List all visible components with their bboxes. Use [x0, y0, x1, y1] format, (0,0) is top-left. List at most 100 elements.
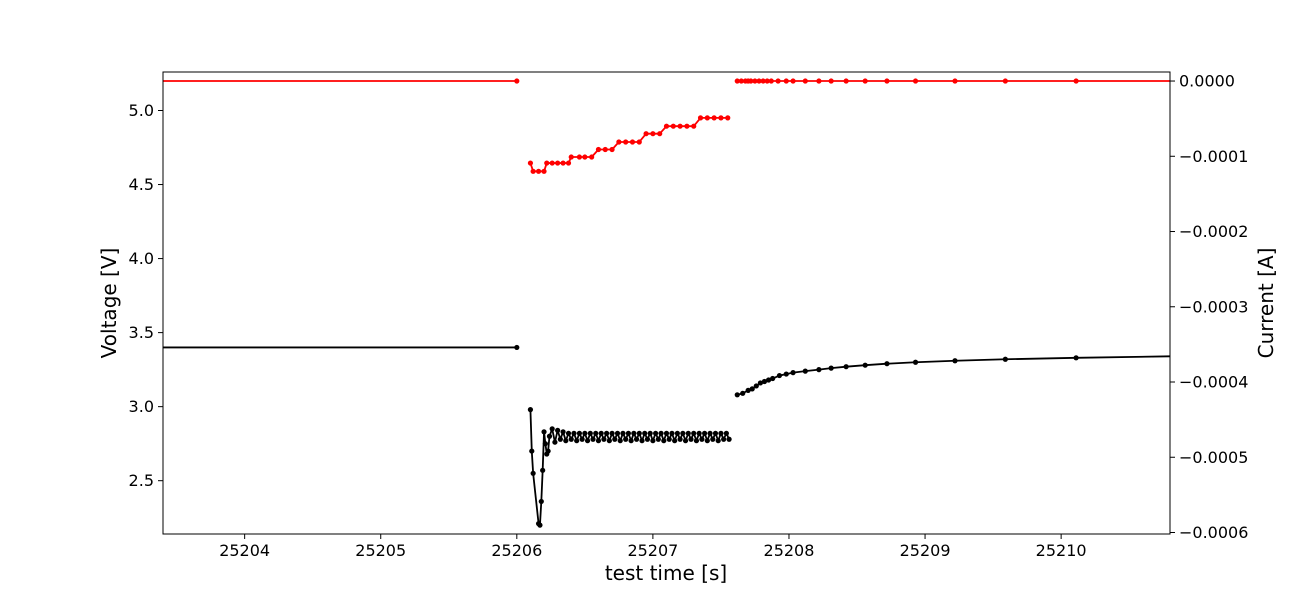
current-series-point: [609, 146, 615, 153]
current-series-point: [704, 115, 710, 121]
current-series-point: [775, 78, 781, 84]
plot-frame: [162, 71, 1171, 535]
voltage-series-point: [712, 430, 719, 436]
voltage-series-point: [584, 438, 591, 444]
current-series-point: [602, 146, 608, 153]
y-right-tick-label: −0.0003: [1179, 297, 1248, 316]
voltage-series-point: [540, 467, 546, 473]
voltage-series-point: [571, 430, 577, 436]
y-right-tick-label: −0.0004: [1179, 373, 1248, 392]
y-left-tick-label: 4.0: [129, 249, 154, 268]
voltage-series-point: [672, 438, 678, 444]
current-series-point: [843, 78, 849, 84]
voltage-series-point: [757, 380, 764, 386]
current-series-point: [589, 154, 595, 160]
x-tick-label: 25210: [1036, 541, 1087, 560]
voltage-series-point: [560, 429, 566, 435]
current-series-point: [912, 78, 919, 84]
voltage-series-point: [770, 375, 776, 382]
current-series-point: [862, 78, 868, 84]
voltage-series-point: [636, 430, 642, 436]
voltage-series-point: [514, 344, 520, 351]
current-series-point: [884, 78, 890, 84]
current-series-point: [623, 139, 629, 145]
current-series-point: [643, 131, 649, 137]
y-left-tick-label: 5.0: [129, 101, 154, 120]
voltage-series-point: [576, 430, 583, 436]
voltage-series-point: [912, 359, 919, 365]
voltage-series-point: [884, 361, 890, 367]
current-series-point: [555, 160, 561, 166]
y-axis-right-label: Current [A]: [1254, 248, 1278, 359]
voltage-series-point: [633, 436, 640, 442]
voltage-series-point: [647, 430, 653, 436]
voltage-series-point: [527, 407, 534, 413]
voltage-series-point: [587, 430, 593, 436]
voltage-series-point: [674, 430, 680, 436]
current-series: [163, 78, 1170, 174]
voltage-series-point: [658, 430, 664, 436]
current-series-point: [684, 123, 690, 129]
current-series-point: [650, 131, 656, 137]
voltage-series-point: [565, 430, 572, 436]
voltage-series-point: [663, 430, 670, 436]
voltage-series-point: [574, 438, 580, 444]
voltage-series-point: [952, 358, 958, 364]
voltage-series-point: [680, 430, 686, 436]
voltage-series-point: [677, 436, 683, 442]
y-left-tick-label: 3.0: [129, 397, 154, 416]
voltage-series-point: [642, 430, 648, 436]
voltage-series-point: [723, 430, 729, 436]
voltage-series-point: [563, 438, 569, 444]
current-series-point: [565, 160, 572, 166]
x-tick-label: 25208: [764, 541, 815, 560]
current-series-point: [535, 168, 542, 174]
current-series-point: [756, 78, 762, 84]
voltage-series-point: [529, 448, 535, 454]
voltage-series-point: [843, 364, 849, 370]
voltage-series-point: [816, 367, 822, 373]
voltage-series-point: [593, 430, 599, 436]
current-series-point: [711, 115, 717, 121]
current-series-point: [657, 131, 663, 137]
current-series-point: [582, 154, 588, 160]
voltage-series-point: [604, 430, 610, 436]
voltage-series-point: [631, 430, 637, 436]
voltage-series-line: [529, 409, 730, 527]
current-series-point: [549, 160, 555, 166]
y-right-tick-label: −0.0001: [1179, 147, 1248, 166]
current-series-point: [527, 160, 534, 166]
voltage-series-point: [625, 430, 632, 436]
y-right-tick-label: 0.0000: [1179, 72, 1235, 91]
x-tick-label: 25205: [355, 541, 406, 560]
voltage-series-point: [721, 436, 727, 442]
y-left-tick-label: 4.5: [129, 175, 154, 194]
voltage-series-point: [685, 430, 691, 436]
y-axis-left-label: Voltage [V]: [97, 248, 121, 359]
current-series-point: [768, 78, 774, 84]
voltage-series-point: [606, 438, 612, 444]
current-series-point: [568, 154, 574, 160]
y-axis-right: 0.0000 −0.0001 −0.0002 −0.0003 −0.0004 −0.000…: [1170, 72, 1248, 542]
voltage-series-point: [601, 436, 607, 442]
current-series-point: [691, 123, 697, 129]
x-tick-label: 25207: [627, 541, 678, 560]
current-series-point: [783, 78, 789, 84]
voltage-series-point: [650, 438, 656, 444]
voltage-series-point: [546, 433, 553, 439]
voltage-series-point: [598, 430, 604, 436]
voltage-series-point: [704, 438, 710, 444]
voltage-series-point: [726, 436, 732, 442]
current-series-point: [764, 78, 770, 84]
current-series-point: [595, 146, 602, 153]
current-series-point: [760, 78, 766, 84]
voltage-series-point: [623, 436, 629, 442]
x-axis-label: test time [s]: [605, 561, 727, 585]
voltage-series-point: [538, 498, 544, 505]
voltage-series-point: [595, 438, 602, 444]
voltage-series-point: [693, 438, 700, 444]
voltage-series-point: [582, 430, 588, 436]
x-tick-label: 25209: [900, 541, 951, 560]
current-series-point: [718, 115, 724, 121]
